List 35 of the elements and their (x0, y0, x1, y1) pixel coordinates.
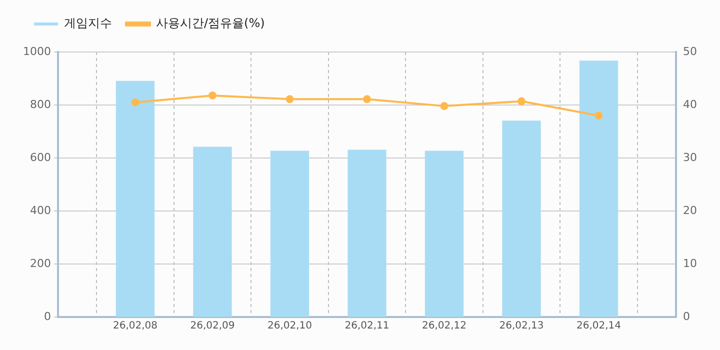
point (594, 112, 603, 120)
x-tick-label: 26,02,12 (422, 320, 467, 332)
bar (348, 150, 386, 317)
y2-tick-label: 10 (683, 256, 698, 270)
y2-tick-label: 40 (683, 98, 698, 111)
point (286, 95, 294, 104)
bar (193, 146, 232, 317)
bar (424, 150, 464, 317)
y-tick-label: 400 (30, 204, 51, 217)
point (131, 98, 140, 106)
y2-tick-label: 0 (683, 310, 690, 323)
bar (270, 150, 310, 317)
x-tick-label: 26,02,13 (499, 320, 544, 332)
x-tick-label: 26,02,14 (576, 320, 622, 332)
y-tick-label: 0 (44, 310, 51, 323)
bar (116, 80, 155, 317)
bar (502, 120, 541, 317)
y2-tick-label: 20 (683, 204, 698, 217)
x-tick-label: 26,02,11 (344, 320, 390, 332)
y-tick-label: 800 (30, 98, 51, 111)
legend-label: 게임지수 (64, 16, 112, 30)
point (440, 102, 448, 110)
y-tick-label: 1000 (22, 44, 51, 58)
legend-label: 사용시간/점유율(%) (156, 16, 265, 30)
y2-tick-label: 30 (683, 150, 698, 164)
y2-tick-label: 50 (683, 44, 698, 58)
y-tick-label: 600 (30, 150, 51, 164)
point (363, 95, 371, 104)
x-tick-label: 26,02,10 (267, 320, 312, 332)
x-tick-label: 26,02,08 (112, 320, 158, 332)
y-tick-label: 200 (30, 256, 51, 270)
bar (579, 60, 618, 317)
point (208, 91, 216, 100)
point (518, 97, 526, 106)
x-tick-label: 26,02,09 (190, 320, 235, 332)
